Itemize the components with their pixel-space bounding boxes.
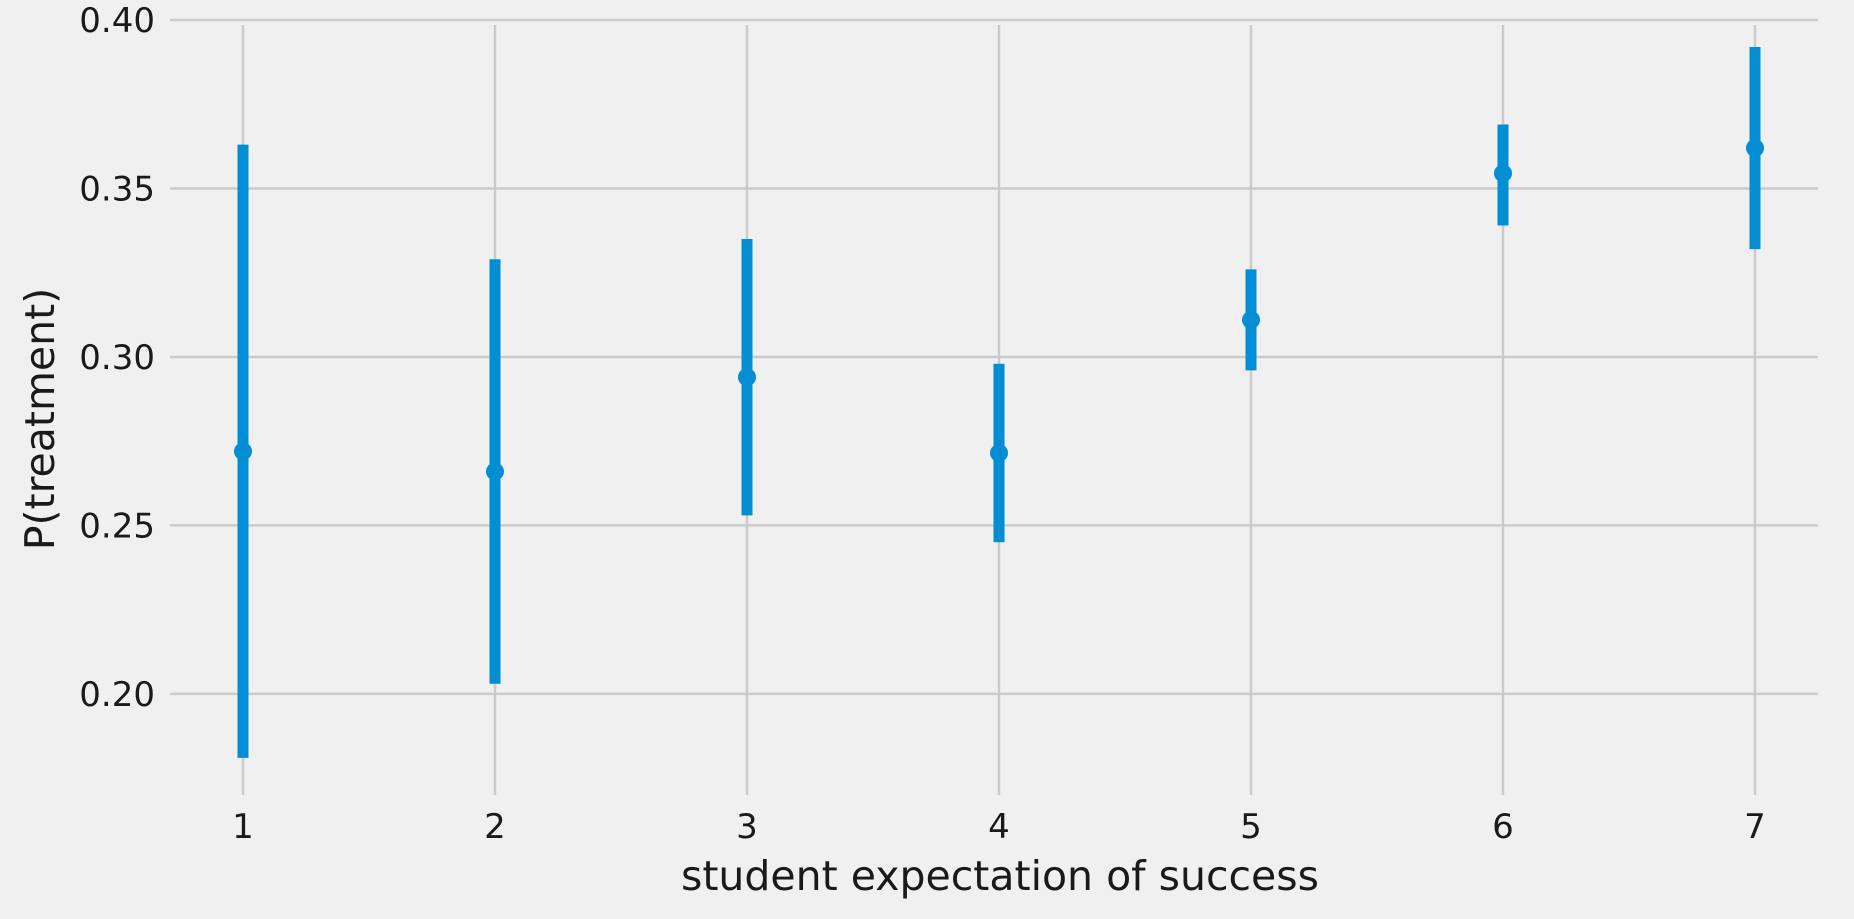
- data-point: [1494, 164, 1512, 183]
- data-point: [738, 368, 756, 387]
- marks-layer: [234, 46, 1764, 758]
- x-tick-label: 1: [232, 807, 254, 847]
- ticks-layer: 1 2 3 4 5 6 7 0.20 0.25 0.30 0.35 0.40: [79, 1, 1766, 847]
- data-point: [486, 462, 504, 481]
- y-tick-label: 0.40: [79, 1, 155, 41]
- data-point: [234, 442, 252, 461]
- data-point: [990, 443, 1008, 462]
- x-tick-label: 3: [736, 807, 758, 847]
- y-tick-label: 0.25: [79, 506, 155, 546]
- x-tick-label: 6: [1492, 807, 1514, 847]
- y-axis-title: P(treatment): [16, 288, 64, 550]
- data-point: [1242, 310, 1260, 329]
- x-tick-label: 4: [988, 807, 1010, 847]
- y-tick-label: 0.20: [79, 675, 155, 715]
- x-axis-title: student expectation of success: [681, 852, 1319, 900]
- x-tick-label: 7: [1744, 807, 1766, 847]
- y-tick-label: 0.30: [79, 338, 155, 378]
- y-tick-label: 0.35: [79, 169, 155, 209]
- x-tick-label: 5: [1240, 807, 1262, 847]
- x-tick-label: 2: [484, 807, 506, 847]
- data-point: [1746, 139, 1764, 158]
